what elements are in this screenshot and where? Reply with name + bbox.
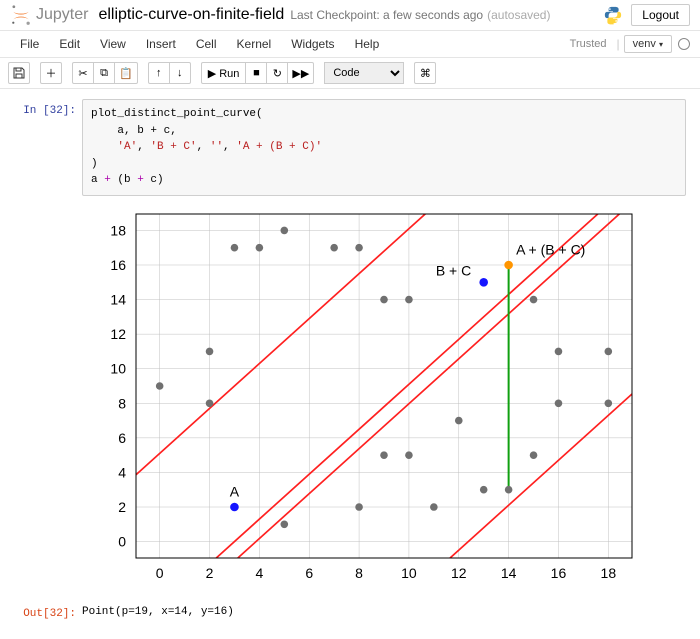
menu-insert[interactable]: Insert	[136, 33, 186, 55]
menu-view[interactable]: View	[90, 33, 136, 55]
svg-text:12: 12	[110, 326, 126, 342]
svg-text:12: 12	[451, 565, 467, 581]
command-palette-button[interactable]: ⌘	[414, 62, 436, 84]
autosave-text: (autosaved)	[487, 8, 550, 22]
brand-text: Jupyter	[36, 6, 88, 24]
copy-button[interactable]: ⧉	[93, 62, 115, 84]
menu-widgets[interactable]: Widgets	[281, 33, 344, 55]
svg-text:0: 0	[118, 533, 126, 549]
svg-text:B + C: B + C	[436, 262, 471, 278]
cut-copy-paste-group: ✂ ⧉ 📋	[72, 62, 138, 84]
notebook-title[interactable]: elliptic-curve-on-finite-field	[98, 6, 284, 24]
move-group: ↑ ↓	[148, 62, 191, 84]
jupyter-logo[interactable]: Jupyter	[10, 4, 88, 26]
svg-text:16: 16	[110, 256, 126, 272]
menu-kernel[interactable]: Kernel	[227, 33, 282, 55]
output-prompt: Out[32]:	[14, 602, 82, 620]
svg-text:2: 2	[206, 565, 214, 581]
svg-text:10: 10	[401, 565, 417, 581]
menu-cell[interactable]: Cell	[186, 33, 227, 55]
trusted-label: Trusted	[570, 38, 607, 50]
plot-svg: 0 2 4 6 8 10 12 14 16 18 0 2 4 6 8 10 12 14 16 18 A B + C A + …	[82, 202, 642, 592]
header: Jupyter elliptic-curve-on-finite-field L…	[0, 0, 700, 31]
input-prompt: In [32]:	[14, 99, 82, 196]
run-button[interactable]: ▶ Run	[201, 62, 247, 84]
run-group: ▶ Run ■ ↻ ▶▶	[201, 62, 315, 84]
svg-text:0: 0	[156, 565, 164, 581]
svg-text:14: 14	[501, 565, 517, 581]
add-cell-button[interactable]: ＋	[40, 62, 62, 84]
restart-button[interactable]: ↻	[266, 62, 288, 84]
celltype-select[interactable]: Code	[324, 62, 404, 84]
svg-text:A + (B + C): A + (B + C)	[516, 241, 585, 257]
kernel-name[interactable]: venv ▾	[624, 35, 672, 53]
logout-button[interactable]: Logout	[631, 4, 690, 26]
toolbar: ＋ ✂ ⧉ 📋 ↑ ↓ ▶ Run ■ ↻ ▶▶ Code ⌘	[0, 57, 700, 89]
menubar: File Edit View Insert Cell Kernel Widget…	[0, 31, 700, 57]
menu-file[interactable]: File	[10, 33, 49, 55]
svg-text:8: 8	[118, 395, 126, 411]
paste-button[interactable]: 📋	[114, 62, 138, 84]
move-up-button[interactable]: ↑	[148, 62, 170, 84]
svg-text:A: A	[230, 483, 240, 499]
notebook-area: In [32]: plot_distinct_point_curve( a, b…	[0, 89, 700, 638]
svg-text:2: 2	[118, 499, 126, 515]
cut-button[interactable]: ✂	[72, 62, 94, 84]
menu-edit[interactable]: Edit	[49, 33, 90, 55]
save-button[interactable]	[8, 62, 30, 84]
kernel-status-icon	[678, 38, 690, 50]
svg-text:16: 16	[551, 565, 567, 581]
svg-text:10: 10	[110, 360, 126, 376]
move-down-button[interactable]: ↓	[169, 62, 191, 84]
svg-text:6: 6	[118, 429, 126, 445]
checkpoint-text: Last Checkpoint: a few seconds ago	[290, 8, 483, 22]
svg-text:4: 4	[118, 464, 126, 480]
svg-text:4: 4	[255, 565, 263, 581]
output-plot: 0 2 4 6 8 10 12 14 16 18 0 2 4 6 8 10 12 14 16 18 A B + C A + …	[82, 202, 642, 592]
output-text: Point(p=19, x=14, y=16)	[82, 602, 686, 620]
python-icon	[603, 5, 623, 25]
restart-run-button[interactable]: ▶▶	[287, 62, 314, 84]
jupyter-icon	[10, 4, 32, 26]
svg-text:8: 8	[355, 565, 363, 581]
stop-button[interactable]: ■	[245, 62, 267, 84]
svg-text:18: 18	[601, 565, 617, 581]
output-cell: Out[32]: Point(p=19, x=14, y=16)	[14, 602, 686, 620]
menu-help[interactable]: Help	[345, 33, 390, 55]
input-cell[interactable]: In [32]: plot_distinct_point_curve( a, b…	[14, 99, 686, 196]
svg-text:6: 6	[305, 565, 313, 581]
svg-text:14: 14	[110, 291, 126, 307]
svg-text:18: 18	[110, 222, 126, 238]
code-input[interactable]: plot_distinct_point_curve( a, b + c, 'A'…	[82, 99, 686, 196]
